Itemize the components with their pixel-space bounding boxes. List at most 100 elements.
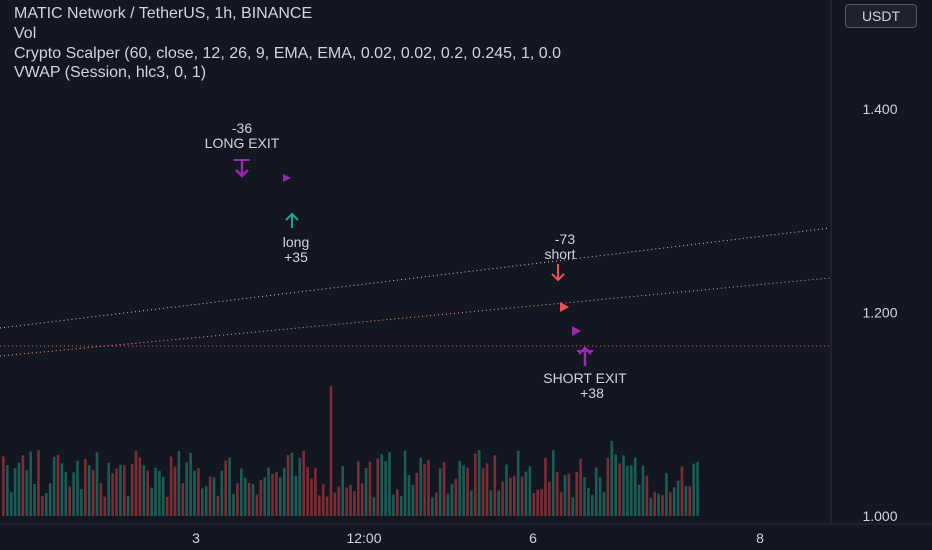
volume-bar (399, 496, 403, 516)
volume-bar (107, 462, 110, 516)
volume-bar (649, 497, 653, 516)
volume-bar (544, 457, 547, 516)
volume-bar (579, 458, 582, 516)
volume-bar (103, 496, 107, 516)
volume-bar (37, 450, 40, 516)
y-tick-label: 1.000 (862, 508, 897, 524)
volume-bar (438, 468, 442, 516)
volume-bar (536, 489, 539, 516)
volume-bar (126, 495, 130, 516)
volume-bar (692, 463, 695, 516)
x-tick-label: 3 (192, 530, 200, 546)
volume-bar (236, 483, 239, 516)
volume-bar (583, 477, 586, 516)
trend-line-lower (0, 277, 831, 357)
volume-bar (567, 473, 571, 516)
volume-bar (688, 486, 692, 516)
volume-bar (294, 475, 298, 516)
volume-bar (384, 461, 387, 516)
volume-bar (21, 455, 25, 516)
volume-bar (403, 450, 407, 516)
volume-bar (497, 490, 500, 516)
volume-bar (614, 454, 617, 516)
volume-bar (216, 495, 220, 516)
volume-bar (563, 475, 567, 516)
volume-bar (302, 450, 305, 516)
volume-bar (376, 458, 380, 516)
indicator-crypto-scalper[interactable]: Crypto Scalper (60, close, 12, 26, 9, EM… (14, 45, 561, 62)
volume-bar (598, 477, 602, 516)
long-exit-value: -36 (232, 120, 252, 136)
volume-bar (13, 468, 17, 516)
long-exit-label: LONG EXIT (205, 135, 280, 151)
chart-title[interactable]: MATIC Network / TetherUS, 1h, BINANCE (14, 5, 313, 22)
volume-bar (427, 460, 430, 516)
volume-bar (489, 490, 493, 516)
volume-bar (9, 492, 13, 516)
currency-button[interactable]: USDT (845, 4, 917, 28)
volume-bar (25, 470, 29, 516)
volume-bar (618, 463, 621, 516)
volume-bar (240, 468, 243, 516)
volume-bar (641, 465, 645, 516)
volume-bar (150, 487, 153, 516)
indicator-volume[interactable]: Vol (14, 25, 37, 42)
volume-bar (87, 465, 91, 516)
volume-bar (72, 472, 75, 516)
volume-bar (197, 468, 200, 516)
volume-bar (318, 495, 321, 516)
volume-bar (76, 460, 79, 516)
volume-bar (594, 467, 598, 516)
volume-bar (392, 494, 395, 516)
volume-bar (680, 466, 684, 516)
volume-bar (622, 455, 625, 516)
volume-bar (626, 465, 629, 516)
volume-bar (481, 468, 485, 516)
volume-bar (466, 467, 469, 516)
volume-bar (80, 489, 83, 516)
volume-bar (532, 493, 536, 516)
volume-bar (204, 486, 208, 516)
y-tick-label: 1.200 (862, 304, 897, 320)
volume-bar (345, 487, 348, 516)
volume-bar (298, 458, 302, 516)
volume-bar (548, 481, 551, 516)
volume-bar (669, 492, 672, 516)
volume-bar (68, 486, 71, 516)
volume-bar (158, 470, 161, 516)
volume-bar (676, 480, 680, 516)
volume-bar (357, 461, 360, 516)
volume-bar (56, 454, 60, 516)
volume-bar (528, 466, 532, 516)
volume-bar (6, 465, 9, 516)
volume-bar (637, 484, 641, 516)
volume-bar (29, 451, 32, 516)
volume-bar (177, 451, 181, 516)
short-exit-value: +38 (580, 385, 604, 401)
volume-bar (442, 462, 446, 516)
volume-bar (201, 488, 204, 516)
volume-bar (477, 450, 481, 516)
volume-bar (665, 473, 668, 516)
volume-bar (314, 467, 317, 516)
time-axis-bg (0, 525, 932, 550)
volume-bar (95, 452, 99, 516)
volume-bar (380, 454, 383, 516)
volume-bar (310, 478, 313, 516)
volume-bar (587, 487, 590, 516)
volume-bar (431, 497, 434, 516)
volume-bars (2, 386, 699, 516)
volume-bar (181, 483, 185, 516)
volume-bar (396, 489, 399, 516)
volume-bar (282, 468, 286, 516)
volume-bar (220, 470, 224, 516)
volume-bar (99, 483, 103, 516)
indicator-vwap[interactable]: VWAP (Session, hlc3, 0, 1) (14, 64, 207, 81)
volume-bar (267, 467, 270, 516)
volume-bar (337, 486, 341, 516)
volume-bar (64, 471, 68, 516)
volume-bar (591, 494, 594, 516)
short-exit-label: SHORT EXIT (543, 370, 627, 386)
